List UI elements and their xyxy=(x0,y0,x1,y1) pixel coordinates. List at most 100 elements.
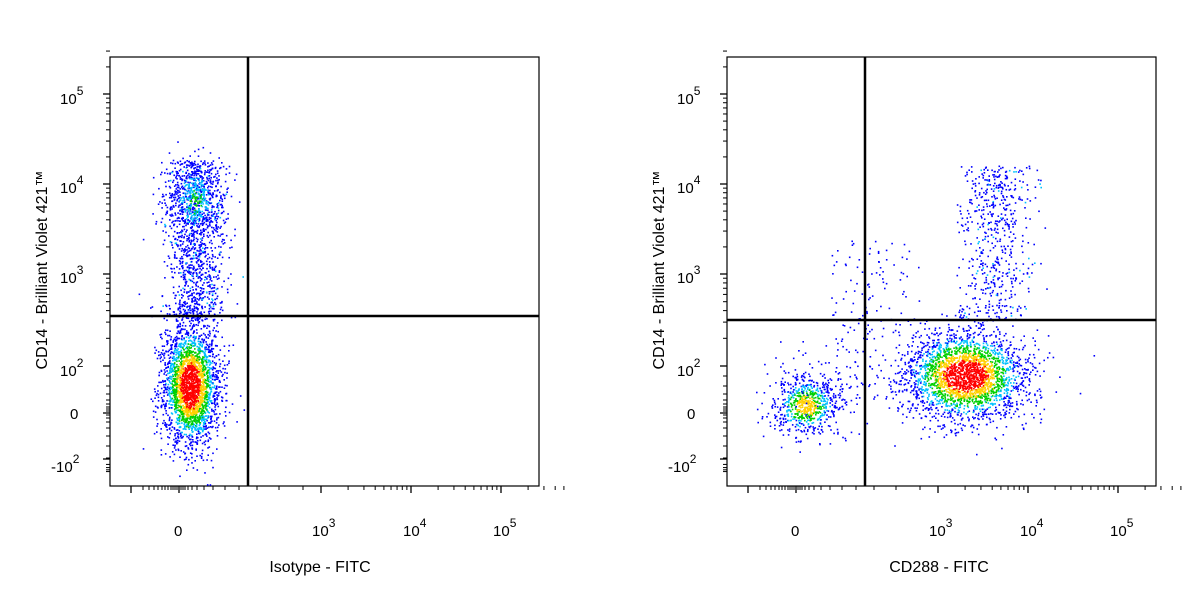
event-dot xyxy=(203,183,206,185)
event-dot xyxy=(182,187,185,189)
event-dot xyxy=(204,218,206,221)
event-dot xyxy=(194,200,196,203)
event-dot xyxy=(165,424,167,427)
event-dot xyxy=(808,402,811,404)
event-dot xyxy=(180,364,183,366)
event-dot xyxy=(207,405,209,407)
event-dot xyxy=(201,389,204,391)
event-dot xyxy=(214,376,216,378)
event-dot xyxy=(212,425,214,428)
event-dot xyxy=(192,235,194,237)
event-dot xyxy=(203,189,205,192)
event-dot xyxy=(188,402,191,405)
event-dot xyxy=(782,434,785,436)
event-dot xyxy=(177,367,179,370)
event-dot xyxy=(172,380,174,382)
event-dot xyxy=(201,222,203,225)
event-dot xyxy=(795,413,798,415)
event-dot xyxy=(176,383,179,386)
event-dot xyxy=(175,242,178,244)
event-dot xyxy=(205,343,208,346)
event-dot xyxy=(185,184,187,187)
event-dot xyxy=(203,364,205,367)
event-dot xyxy=(166,394,169,396)
event-dot xyxy=(789,397,791,400)
event-dot xyxy=(191,381,193,383)
event-dot xyxy=(198,405,200,408)
event-dot xyxy=(816,393,819,396)
event-dot xyxy=(198,387,201,389)
event-dot xyxy=(171,404,174,406)
event-dot xyxy=(190,328,192,331)
event-dot xyxy=(198,265,200,268)
event-dot xyxy=(172,357,175,359)
event-dot xyxy=(191,298,193,300)
event-dot xyxy=(188,408,190,411)
event-dot xyxy=(176,189,179,192)
event-dot xyxy=(213,401,216,403)
event-dot xyxy=(185,280,188,283)
event-dot xyxy=(210,290,212,293)
event-dot xyxy=(197,388,200,391)
event-dot xyxy=(813,433,815,435)
event-dot xyxy=(208,274,211,276)
event-dot xyxy=(170,371,173,373)
event-dot xyxy=(174,348,177,351)
event-dot xyxy=(184,250,187,252)
event-dot xyxy=(788,399,790,402)
event-dot xyxy=(192,409,194,412)
event-dot xyxy=(220,195,222,197)
event-dot xyxy=(184,406,186,408)
event-dot xyxy=(217,234,219,237)
event-dot xyxy=(213,335,216,338)
event-dot xyxy=(197,155,200,157)
event-dot xyxy=(200,374,202,377)
event-dot xyxy=(162,422,164,425)
event-dot xyxy=(188,264,190,267)
event-dot xyxy=(198,364,200,367)
event-dot xyxy=(176,381,178,383)
event-dot xyxy=(831,404,834,406)
event-dot xyxy=(154,352,156,354)
event-dot xyxy=(181,178,184,181)
event-dot xyxy=(182,383,185,386)
event-dot xyxy=(203,404,206,407)
event-dot xyxy=(187,381,190,384)
event-dot xyxy=(204,404,207,406)
event-dot xyxy=(220,166,222,169)
event-dot xyxy=(185,246,187,248)
event-dot xyxy=(200,269,203,271)
event-dot xyxy=(165,211,168,214)
event-dot xyxy=(176,239,179,241)
event-dot xyxy=(192,265,195,268)
event-dot xyxy=(204,197,206,200)
event-dot xyxy=(196,377,199,380)
event-dot xyxy=(188,362,191,365)
event-dot xyxy=(187,349,190,351)
event-dot xyxy=(197,213,200,215)
event-dot xyxy=(197,223,199,225)
event-dot xyxy=(168,387,170,390)
event-dot xyxy=(191,420,193,422)
event-dot xyxy=(181,415,184,418)
event-dot xyxy=(182,413,184,416)
y-tick-label: 102 xyxy=(60,356,84,380)
event-dot xyxy=(209,363,212,365)
event-dot xyxy=(179,378,182,380)
event-dot xyxy=(207,411,209,413)
event-dot xyxy=(208,355,210,357)
event-dot xyxy=(204,418,207,421)
event-dot xyxy=(180,390,183,393)
event-dot xyxy=(193,300,195,302)
event-dot xyxy=(194,364,196,366)
event-dot xyxy=(208,293,211,295)
event-dot xyxy=(166,329,169,332)
event-dot xyxy=(168,304,171,307)
event-dot xyxy=(195,281,198,284)
event-dot xyxy=(211,186,213,189)
event-dot xyxy=(217,274,219,277)
event-dot xyxy=(829,402,831,404)
event-dot xyxy=(819,402,821,405)
event-dot xyxy=(179,398,182,401)
event-dot xyxy=(188,272,190,274)
